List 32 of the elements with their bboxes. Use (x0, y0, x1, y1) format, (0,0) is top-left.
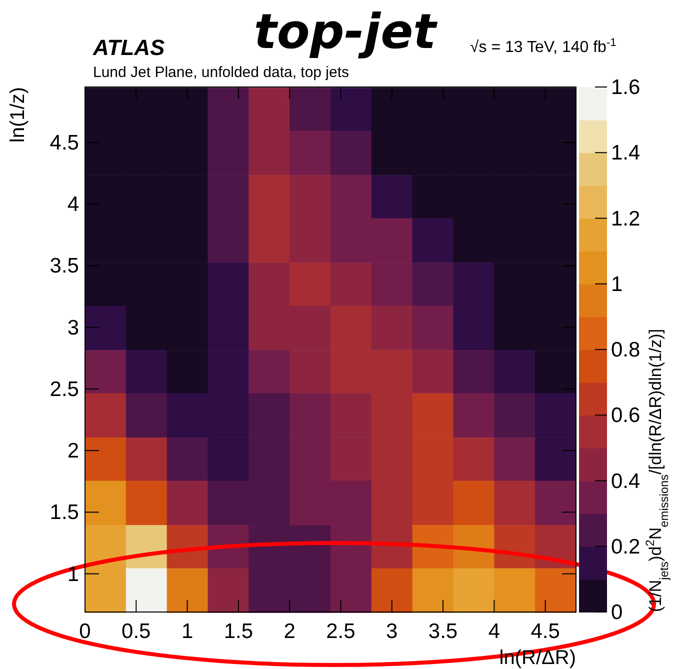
y-tick-label: 4 (67, 193, 80, 216)
y-tick-label: 2 (67, 440, 79, 463)
color-bar-label: 0.4 (611, 470, 641, 493)
color-bar-label: 1.2 (611, 207, 640, 230)
color-bar-label: 1 (611, 272, 623, 296)
x-tick-label: 1.5 (224, 620, 254, 643)
text: ATLAS (92, 35, 166, 60)
x-tick-label: 1 (181, 620, 194, 643)
color-bar-label: 0.2 (611, 535, 640, 558)
y-tick-label: 4.5 (50, 131, 79, 154)
x-tick-label: 0.5 (122, 620, 151, 643)
x-tick-label: 4 (488, 620, 500, 643)
color-bar-label: 0 (611, 601, 623, 624)
x-tick-label: 3 (386, 620, 398, 643)
color-bar-label: 1.6 (611, 76, 640, 99)
y-axis-title: ln(1/z) (7, 87, 29, 143)
y-tick-label: 3 (67, 316, 79, 340)
y-tick-label: 2.5 (50, 378, 79, 401)
y-tick-label: 1.5 (50, 501, 79, 524)
x-tick-label: 2 (284, 620, 296, 643)
text: √s = 13 TeV, 140 fb$^{-1}$ (470, 37, 616, 56)
x-tick-label: 0 (79, 620, 91, 643)
x-tick-label: 4.5 (530, 620, 560, 643)
x-axis-title: ln(R/ΔR) (499, 647, 576, 669)
chart-title: top-jet (254, 4, 438, 60)
x-tick-label: 2.5 (326, 620, 356, 643)
x-tick-label: 3.5 (428, 620, 458, 643)
y-tick-label: 3.5 (50, 254, 79, 278)
color-bar-label: 0.8 (611, 338, 640, 362)
color-bar-label: 1.4 (611, 142, 641, 165)
color-bar-label: 0.6 (611, 404, 640, 428)
chart-subtitle: Lund Jet Plane, unfolded data, top jets (93, 64, 350, 81)
